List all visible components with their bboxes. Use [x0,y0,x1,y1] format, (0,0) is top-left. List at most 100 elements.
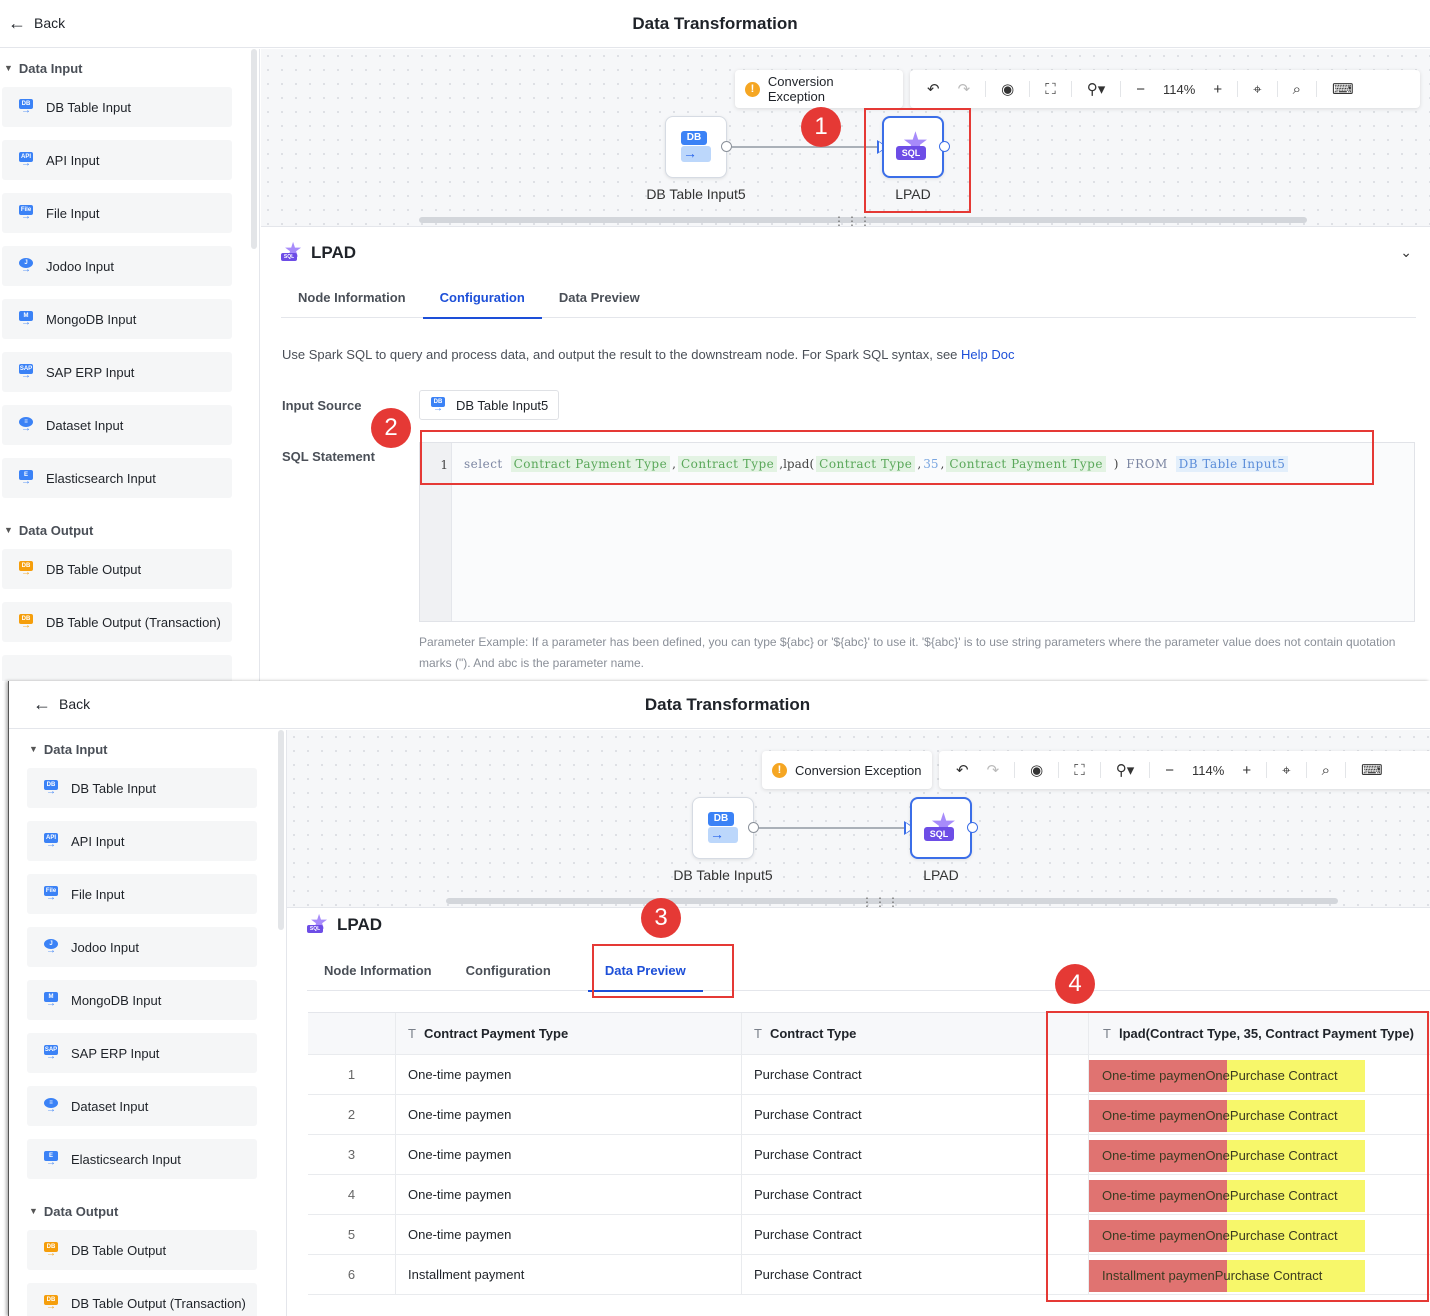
column-header[interactable]: T Contract Type [742,1013,1089,1054]
sql-node-icon: ★ SQL [896,129,930,163]
text-type-icon: T [408,1026,416,1041]
edge-connector[interactable] [732,146,878,148]
tab-data-preview[interactable]: Data Preview [587,951,703,992]
tab-node-information[interactable]: Node Information [298,290,406,305]
sidebar-item-db-table-output-transaction[interactable]: DB → DB Table Output (Transaction) [27,1283,257,1316]
search-icon[interactable]: ⌕ [1321,761,1330,779]
node-lpad[interactable]: ★ SQL LPAD [881,797,1001,883]
sidebar-item-dataset-input[interactable]: ≡ → Dataset Input [27,1086,257,1126]
sidebar-item-file-input[interactable]: File → File Input [27,874,257,914]
sql-node-icon: ★ SQL [307,912,327,935]
redo-icon[interactable]: ↷ [986,762,1000,779]
sidebar-scrollbar[interactable] [278,730,284,930]
sidebar-item-dataset-input[interactable]: ≡ → Dataset Input [2,405,232,445]
resize-grip-icon[interactable]: ⋮⋮⋮ [833,214,872,228]
sidebar-item-sap-erp-input[interactable]: SAP → SAP ERP Input [27,1033,257,1073]
field-token: Contract Type [678,456,778,472]
flow-canvas[interactable]: ! Conversion Exception ↶ ↷ ◉ ⛶ ⚲▾ − 114% … [287,730,1430,909]
db-table-output-icon: DB → [44,1242,58,1259]
section-data-output[interactable]: ▼ Data Output [29,1203,119,1219]
back-arrow-icon: ← [33,694,51,714]
sidebar-item-db-table-input[interactable]: DB → DB Table Input [27,768,257,808]
zoom-out-icon[interactable]: − [1165,761,1175,779]
tab-node-information[interactable]: Node Information [324,963,432,978]
keyboard-icon[interactable]: ⌨ [1331,81,1354,98]
tab-data-preview[interactable]: Data Preview [558,290,640,305]
section-data-input[interactable]: ▼ Data Input [4,60,83,76]
conversion-exception-button[interactable]: ! Conversion Exception [762,751,932,789]
flow-canvas[interactable]: ! Conversion Exception ↶ ↷ ◉ ⛶ ⚲▾ − 114% … [261,49,1430,228]
zoom-in-icon[interactable]: + [1242,761,1252,779]
preview-icon[interactable]: ◉ [1030,762,1044,779]
output-port[interactable] [748,822,759,833]
section-data-input[interactable]: ▼ Data Input [29,741,108,757]
sidebar-item-db-table-output[interactable]: DB → DB Table Output [2,549,232,589]
sidebar-item-partial[interactable] [2,655,232,681]
tab-configuration[interactable]: Configuration [465,963,551,978]
sidebar-item-mongodb-input[interactable]: M → MongoDB Input [2,299,232,339]
sql-editor[interactable]: 1 select Contract Payment Type, Contract… [419,442,1415,622]
api-icon: API → [19,152,33,169]
sidebar-item-elasticsearch-input[interactable]: E → Elasticsearch Input [27,1139,257,1179]
sidebar-item-file-input[interactable]: File → File Input [2,193,232,233]
layout-icon[interactable]: ⚲▾ [1115,762,1135,779]
preview-icon[interactable]: ◉ [1001,81,1015,98]
line-number: 1 [440,458,448,472]
field-token: Contract Type [816,456,916,472]
search-icon[interactable]: ⌕ [1292,80,1301,98]
resize-grip-icon[interactable]: ⋮⋮⋮ [861,895,900,909]
sidebar-item-jodoo-input[interactable]: J → Jodoo Input [27,927,257,967]
back-button[interactable]: ← Back [8,13,66,33]
undo-icon[interactable]: ↶ [956,762,969,779]
db-table-output-icon: DB → [19,561,33,578]
sidebar-scrollbar[interactable] [251,49,257,249]
output-port[interactable] [939,141,950,152]
fit-view-icon[interactable]: ⛶ [1074,761,1085,779]
sidebar-item-jodoo-input[interactable]: J → Jodoo Input [2,246,232,286]
fit-view-icon[interactable]: ⛶ [1045,80,1056,98]
db-table-transaction-icon: DB → [19,614,33,631]
sidebar-item-db-table-input[interactable]: DB → DB Table Input [2,87,232,127]
node-preview-panel: ★ SQL LPAD Node Information Configuration … [287,909,1430,1316]
zoom-in-icon[interactable]: + [1213,80,1223,98]
locate-icon[interactable]: ⌖ [1282,761,1291,779]
sidebar-item-mongodb-input[interactable]: M → MongoDB Input [27,980,257,1020]
input-source-chip[interactable]: DB → DB Table Input5 [419,390,560,420]
input-port[interactable] [904,821,915,835]
sql-statement-label: SQL Statement [282,449,375,464]
sidebar-item-elasticsearch-input[interactable]: E → Elasticsearch Input [2,458,232,498]
annotation-box-4 [1046,1011,1429,1302]
tab-configuration[interactable]: Configuration [422,278,543,319]
output-port[interactable] [967,822,978,833]
warning-icon: ! [745,81,760,97]
canvas-hscrollbar[interactable] [446,898,1338,904]
collapse-chevron-icon[interactable]: ⌄ [1400,244,1412,260]
node-db-table-input5[interactable]: DB → DB Table Input5 [663,797,783,883]
zoom-out-icon[interactable]: − [1136,80,1146,98]
keyboard-icon[interactable]: ⌨ [1360,762,1383,779]
column-header[interactable]: T Contract Payment Type [396,1013,742,1054]
sidebar-item-db-table-output[interactable]: DB → DB Table Output [27,1230,257,1270]
section-data-output[interactable]: ▼ Data Output [4,522,94,538]
node-label: DB Table Input5 [646,186,746,202]
field-token: Contract Payment Type [946,456,1106,472]
node-lpad[interactable]: ★ SQL LPAD [853,116,973,202]
conversion-exception-button[interactable]: ! Conversion Exception [735,70,903,108]
page-title: Data Transformation [632,14,798,33]
back-button[interactable]: ← Back [33,694,91,714]
redo-icon[interactable]: ↷ [957,81,971,98]
output-port[interactable] [721,141,732,152]
sidebar-item-api-input[interactable]: API → API Input [2,140,232,180]
node-db-table-input5[interactable]: DB → DB Table Input5 [637,116,755,202]
layout-icon[interactable]: ⚲▾ [1086,81,1106,98]
locate-icon[interactable]: ⌖ [1253,80,1262,98]
undo-icon[interactable]: ↶ [927,81,940,98]
help-doc-link[interactable]: Help Doc [961,347,1015,362]
sidebar-item-sap-erp-input[interactable]: SAP → SAP ERP Input [2,352,232,392]
edge-connector[interactable] [759,827,905,829]
sidebar-item-db-table-output-transaction[interactable]: DB → DB Table Output (Transaction) [2,602,232,642]
canvas-hscrollbar[interactable] [419,217,1307,223]
sidebar-item-api-input[interactable]: API → API Input [27,821,257,861]
